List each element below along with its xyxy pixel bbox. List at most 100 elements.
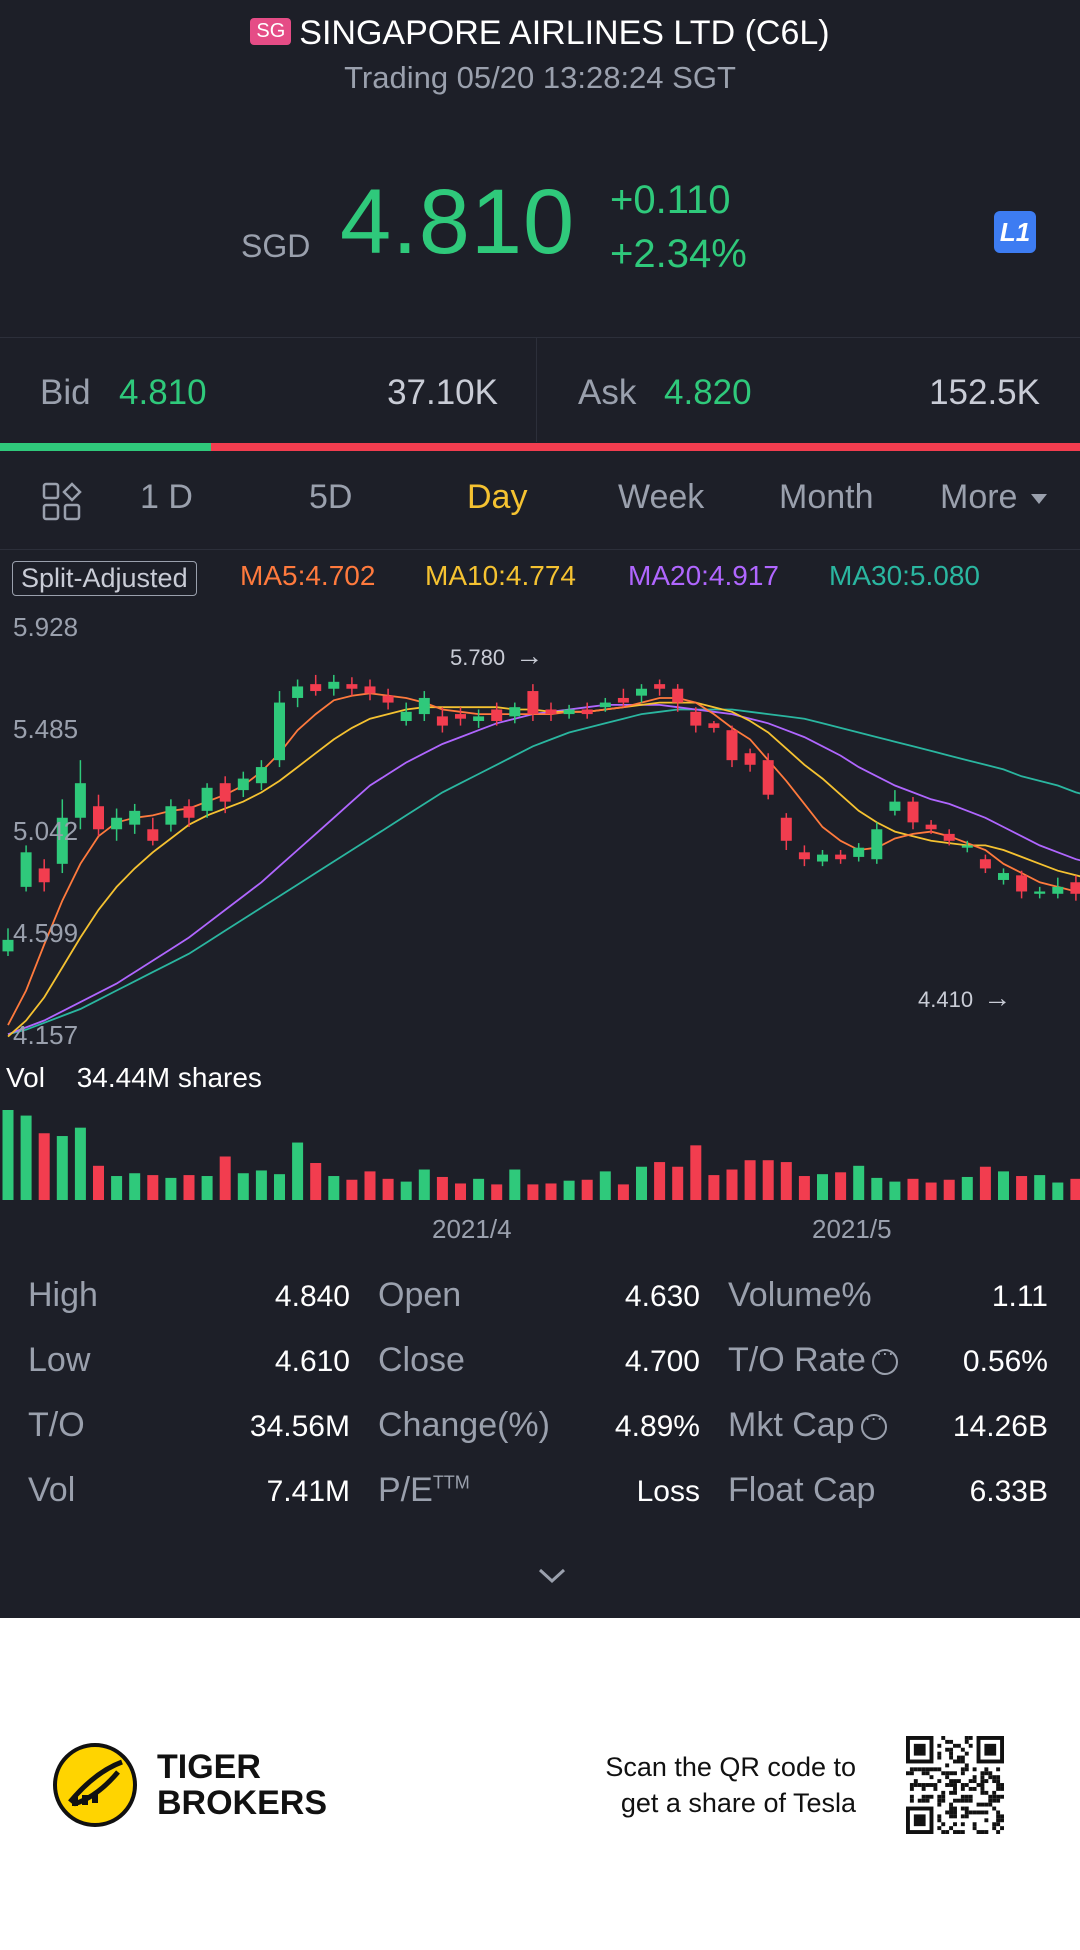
- last-price: 4.810: [340, 171, 576, 273]
- candle: [654, 684, 666, 689]
- high-marker-value: 5.780: [450, 645, 506, 670]
- tab-1d[interactable]: 1 D: [140, 478, 193, 516]
- y-tick-label: 5.928: [13, 612, 79, 642]
- candle: [310, 684, 322, 692]
- layout-grid-icon[interactable]: [42, 482, 82, 522]
- candle: [364, 686, 376, 694]
- candle: [925, 824, 937, 830]
- volume-bar: [292, 1142, 304, 1200]
- ask-label: Ask: [578, 373, 637, 412]
- candle: [636, 688, 647, 696]
- volume-bar: [798, 1176, 810, 1200]
- candle: [744, 753, 756, 765]
- volume-bar: [636, 1166, 647, 1200]
- candle: [943, 833, 955, 841]
- volume-bar: [1070, 1178, 1080, 1200]
- candle: [1034, 891, 1046, 894]
- currency-label: SGD: [241, 228, 311, 264]
- volume-bar: [201, 1176, 213, 1200]
- stat-value-open: 4.630: [624, 1280, 700, 1313]
- candle: [201, 787, 213, 811]
- candle: [998, 873, 1009, 880]
- candle: [129, 810, 141, 825]
- volume-bar: [907, 1178, 919, 1200]
- stat-label-change-pct: Change(%): [378, 1406, 550, 1444]
- volume-bar: [20, 1115, 32, 1200]
- volume-bar: [780, 1162, 792, 1200]
- volume-bar: [744, 1160, 756, 1200]
- candle: [617, 697, 629, 703]
- volume-bar: [473, 1178, 485, 1200]
- candle: [346, 684, 358, 689]
- more-info-icon[interactable]: [871, 1343, 898, 1376]
- tab-week[interactable]: Week: [618, 478, 705, 516]
- candle: [889, 801, 901, 811]
- ask-size: 152.5K: [929, 373, 1040, 412]
- candle: [871, 829, 883, 860]
- split-adjusted-toggle[interactable]: Split-Adjusted: [12, 561, 197, 596]
- tab-more[interactable]: More: [940, 478, 1047, 517]
- volume-bar: [436, 1176, 448, 1200]
- candle: [274, 702, 285, 761]
- ma20-legend: MA20:4.917: [628, 560, 779, 591]
- caret-down-icon: [1030, 494, 1047, 505]
- volume-bar: [871, 1177, 883, 1200]
- period-tabs: [0, 451, 1080, 549]
- tab-5d[interactable]: 5D: [309, 478, 353, 516]
- stat-label-open: Open: [378, 1276, 462, 1314]
- candle: [708, 723, 720, 728]
- arrow-right-icon: →: [515, 640, 544, 671]
- volume-bar: [527, 1184, 539, 1200]
- orderbook-divider: [536, 338, 537, 442]
- expand-chevron-icon[interactable]: [536, 1566, 568, 1586]
- ma30-line: [7, 708, 1080, 1036]
- price-change: +0.110: [610, 178, 731, 222]
- low-marker-value: 4.410: [918, 987, 974, 1012]
- stat-label-float-cap: Float Cap: [728, 1471, 876, 1509]
- candle: [455, 714, 466, 719]
- volume-bar: [237, 1173, 249, 1200]
- candle: [147, 829, 159, 841]
- volume-bar: [979, 1166, 991, 1200]
- trading-status: Trading 05/20 13:28:24 SGT: [344, 60, 736, 95]
- level1-badge[interactable]: L1: [994, 211, 1036, 253]
- candle: [1016, 875, 1028, 892]
- bid-ask-ratio-bar: [0, 443, 1080, 451]
- stat-label-close: Close: [378, 1341, 465, 1379]
- header: SG SINGAPORE AIRLINES LTD (C6L) Trading 0…: [0, 0, 1080, 337]
- title-row: SG SINGAPORE AIRLINES LTD (C6L): [0, 14, 1080, 53]
- stat-value-vol: 7.41M: [266, 1475, 350, 1508]
- tab-day[interactable]: Day: [467, 478, 528, 516]
- volume-bar: [690, 1145, 702, 1200]
- volume-bar: [654, 1162, 666, 1200]
- volume-bar: [762, 1160, 774, 1200]
- candle: [219, 783, 231, 802]
- stat-pe: P/ETTM: [378, 1471, 470, 1510]
- volume-bar: [835, 1172, 847, 1200]
- ma30-legend: MA30:5.080: [829, 560, 980, 591]
- candlestick-chart[interactable]: [0, 600, 1080, 1200]
- ma5-line: [7, 692, 1080, 1026]
- volume-bar: [147, 1175, 159, 1200]
- stat-value-pe: Loss: [636, 1475, 700, 1508]
- ma20-line: [7, 704, 1080, 1036]
- y-tick-label: 4.157: [13, 1020, 79, 1050]
- tab-month[interactable]: Month: [779, 478, 874, 516]
- volume-bar: [219, 1156, 231, 1200]
- x-tick-label: 2021/5: [812, 1214, 892, 1244]
- candle: [237, 778, 249, 791]
- volume-bar: [38, 1133, 50, 1200]
- candle: [418, 697, 430, 715]
- tiger-logo: [52, 1742, 138, 1828]
- orderbook: Bid 4.810 37.10K Ask 4.820 152.5K: [0, 338, 1080, 442]
- brand-line-1: TIGER: [157, 1748, 261, 1786]
- candle: [961, 845, 973, 848]
- stat-value-volume-pct: 1.11: [991, 1280, 1048, 1313]
- x-tick-label: 2021/4: [432, 1214, 512, 1244]
- y-tick-label: 4.599: [13, 918, 79, 948]
- candle: [255, 767, 267, 784]
- stat-value-mkt-cap: 14.26B: [952, 1410, 1048, 1443]
- stat-value-turnover: 34.56M: [249, 1410, 350, 1443]
- more-info-icon[interactable]: [860, 1408, 887, 1441]
- candle: [382, 695, 394, 703]
